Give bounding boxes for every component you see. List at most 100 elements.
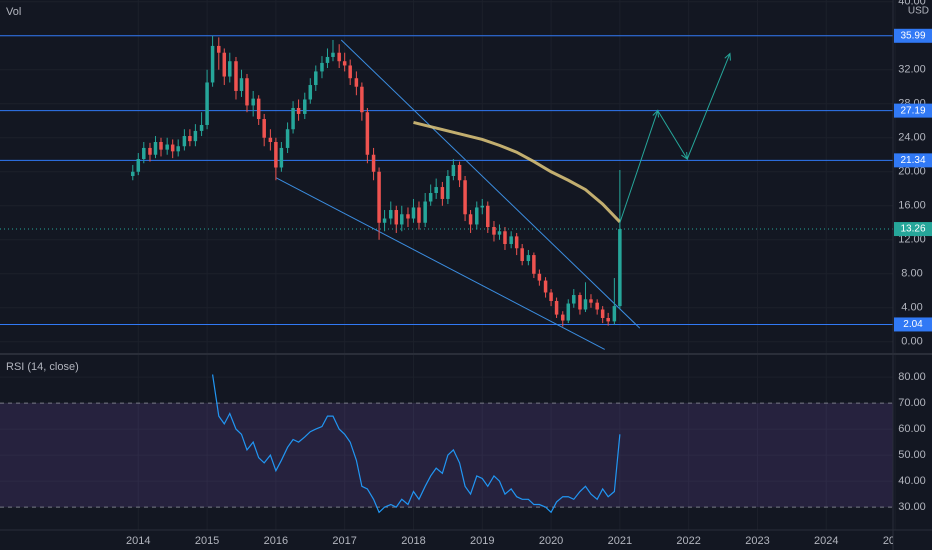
candle-body bbox=[308, 85, 313, 100]
candle-body bbox=[342, 61, 347, 66]
y-tick-label: 16.00 bbox=[898, 200, 926, 212]
candle-body bbox=[446, 176, 450, 199]
rsi-tick-label: 80.00 bbox=[898, 371, 926, 383]
candle-body bbox=[354, 78, 359, 87]
rsi-tick-label: 60.00 bbox=[898, 423, 926, 435]
candle-body bbox=[268, 137, 273, 142]
candle-body bbox=[239, 78, 244, 91]
x-tick-label: 2020 bbox=[539, 535, 563, 547]
level-label-box bbox=[894, 28, 932, 43]
projection-arrowhead bbox=[652, 109, 660, 118]
rsi-title: RSI (14, close) bbox=[6, 361, 79, 373]
candle-body bbox=[131, 171, 135, 176]
trendline bbox=[340, 39, 641, 329]
candle-body bbox=[228, 61, 232, 77]
candle-body bbox=[188, 136, 192, 142]
candle-body bbox=[365, 112, 370, 155]
rsi-tick-label: 40.00 bbox=[898, 475, 926, 487]
rsi-band bbox=[0, 403, 893, 508]
level-label-box bbox=[894, 103, 932, 118]
candle-body bbox=[165, 144, 169, 150]
candle-body bbox=[176, 146, 180, 152]
rsi-line bbox=[211, 374, 621, 514]
candle-body bbox=[509, 236, 513, 245]
candle-body bbox=[578, 295, 582, 310]
candle-body bbox=[193, 130, 198, 142]
candle-body bbox=[428, 193, 433, 202]
x-tick-label: 2014 bbox=[126, 535, 150, 547]
candle-body bbox=[589, 299, 593, 303]
x-tick-label: 2021 bbox=[608, 535, 632, 547]
rsi-tick-label: 50.00 bbox=[898, 449, 926, 461]
candle-body bbox=[526, 255, 531, 262]
candle-body bbox=[618, 229, 622, 307]
candle-body bbox=[325, 56, 330, 63]
candle-body bbox=[222, 52, 227, 77]
candle-body bbox=[360, 86, 364, 113]
candle-body bbox=[303, 99, 307, 114]
rsi-tick-label: 30.00 bbox=[898, 501, 926, 513]
volume-label: Vol bbox=[6, 6, 21, 18]
candle-body bbox=[182, 136, 187, 147]
candle-body bbox=[382, 218, 387, 223]
candle-body bbox=[543, 280, 548, 293]
x-tick-label: 2019 bbox=[470, 535, 494, 547]
candle-body bbox=[549, 292, 553, 301]
y-tick-label: 32.00 bbox=[898, 64, 926, 76]
x-tick-label: 2016 bbox=[264, 535, 288, 547]
candle-body bbox=[463, 180, 467, 215]
candle-body bbox=[285, 129, 290, 148]
candle-body bbox=[296, 107, 301, 114]
candle-body bbox=[492, 227, 496, 235]
candle-body bbox=[234, 61, 238, 91]
candle-body bbox=[583, 299, 588, 310]
currency-label: USD bbox=[908, 6, 929, 17]
candle-body bbox=[205, 82, 209, 125]
candle-body bbox=[199, 124, 204, 131]
candle-body bbox=[520, 248, 524, 262]
candle-body bbox=[514, 236, 519, 249]
projection-arrowhead bbox=[681, 151, 688, 160]
x-tick-label: 2015 bbox=[195, 535, 219, 547]
candle-body bbox=[572, 295, 576, 304]
x-tick-label: 2018 bbox=[401, 535, 425, 547]
candle-body bbox=[400, 214, 404, 225]
y-tick-label: 0.00 bbox=[901, 336, 922, 348]
last-price-label: 13.26 bbox=[900, 224, 925, 235]
x-tick-label: 2023 bbox=[745, 535, 769, 547]
candle-body bbox=[256, 98, 261, 120]
candle-body bbox=[595, 302, 599, 310]
candle-body bbox=[377, 171, 381, 223]
y-tick-label: 12.00 bbox=[898, 234, 926, 246]
candle-body bbox=[475, 207, 479, 225]
candle-body bbox=[406, 214, 410, 219]
candle-body bbox=[486, 205, 490, 228]
trendline bbox=[275, 177, 605, 350]
candle-body bbox=[217, 45, 221, 53]
level-label: 27.19 bbox=[900, 105, 925, 116]
candle-body bbox=[389, 210, 393, 219]
candle-body bbox=[274, 141, 278, 168]
candle-body bbox=[566, 303, 571, 321]
candle-body bbox=[279, 147, 284, 168]
y-tick-label: 40.00 bbox=[898, 0, 926, 8]
candle-body bbox=[440, 187, 445, 199]
candle-body bbox=[148, 147, 152, 155]
x-tick-label: 2024 bbox=[814, 535, 838, 547]
candle-body bbox=[468, 214, 473, 225]
x-tick-label: 2017 bbox=[332, 535, 356, 547]
candle-body bbox=[291, 107, 295, 130]
level-label: 2.04 bbox=[903, 319, 923, 330]
level-label-box bbox=[894, 153, 932, 168]
moving-average bbox=[413, 120, 621, 223]
candle-body bbox=[497, 231, 502, 235]
x-tick-label: 2022 bbox=[676, 535, 700, 547]
y-tick-label: 20.00 bbox=[898, 166, 926, 178]
level-label: 35.99 bbox=[900, 30, 925, 41]
y-tick-label: 4.00 bbox=[901, 302, 922, 314]
candle-body bbox=[423, 201, 427, 223]
candle-body bbox=[457, 164, 462, 181]
candle-body bbox=[153, 141, 158, 155]
